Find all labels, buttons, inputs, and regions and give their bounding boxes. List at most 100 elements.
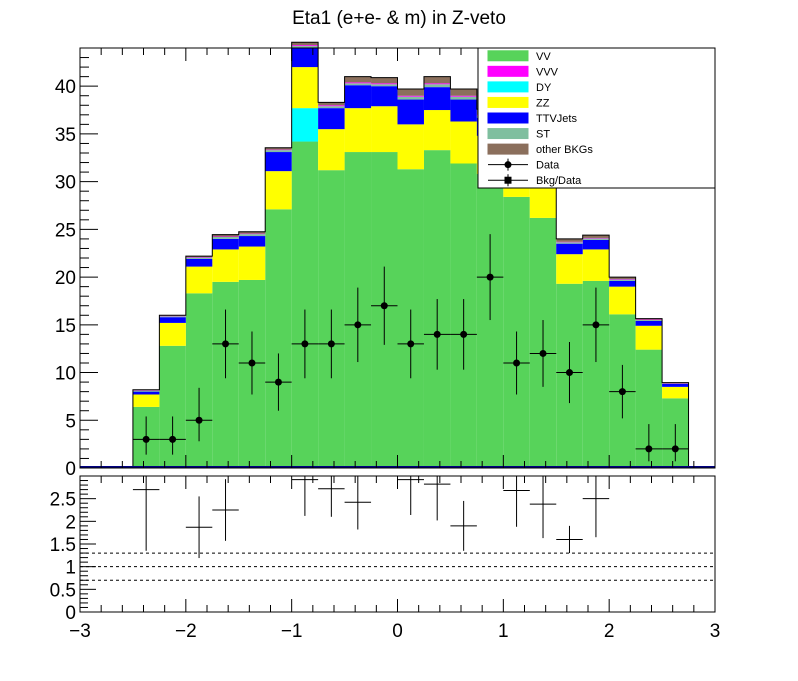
stack-bar-zz-bin-8 [292,67,318,108]
legend-label-vv: VV [536,51,551,63]
ratio-xtick-label: 3 [710,621,721,642]
legend-label-dy: DY [536,82,552,94]
stack-bar-ttvjets-bin-7 [265,152,291,171]
stack-bar-zz-bin-10 [345,108,371,152]
stack-bar-ttvjets-bin-19 [583,240,609,250]
main-ytick-label: 30 [55,173,76,194]
data-point-11 [434,331,441,338]
legend-swatch-dy [488,82,528,92]
stack-bar-st-bin-21 [636,320,662,321]
stack-bar-ttvjets-bin-22 [662,384,688,387]
stack-bar-st-bin-3 [159,316,185,317]
data-point-16 [566,369,573,376]
stack-bar-ttvjets-bin-21 [636,321,662,326]
main-ytick-label: 10 [55,364,76,385]
stack-bar-other-bkgs-bin-13 [424,77,450,84]
stack-bar-zz-bin-5 [212,249,238,281]
main-ytick-label: 35 [55,125,76,146]
data-point-20 [672,445,679,452]
stack-bar-zz-bin-20 [609,287,635,315]
stack-bar-vvv-bin-8 [292,45,318,46]
stack-bar-zz-bin-6 [239,247,265,280]
ratio-ytick-label: 1.5 [50,535,76,556]
legend-marker-bkg-data [505,177,512,184]
main-ytick-label: 40 [55,77,76,98]
ratio-xtick-label: 0 [392,621,403,642]
stack-bar-ttvjets-bin-20 [609,281,635,287]
stack-bar-other-bkgs-bin-14 [450,89,476,96]
data-point-8 [354,321,361,328]
ratio-reference-lines [80,553,715,580]
data-point-7 [328,340,335,347]
stack-bar-other-bkgs-bin-11 [371,78,397,84]
stack-bar-vvv-bin-11 [371,83,397,84]
data-point-18 [619,388,626,395]
data-point-1 [169,436,176,443]
stack-bar-st-bin-11 [371,84,397,86]
stack-bar-ttvjets-bin-5 [212,239,238,250]
stack-bar-zz-bin-12 [398,124,424,169]
legend-label-data: Data [536,160,560,172]
data-point-13 [487,274,494,281]
stack-bar-ttvjets-bin-11 [371,86,397,106]
stack-bar-st-bin-18 [556,242,582,243]
legend-label-st: ST [536,129,550,141]
stack-bar-ttvjets-bin-18 [556,244,582,255]
data-point-6 [301,340,308,347]
stack-bar-st-bin-7 [265,150,291,152]
chart-title: Eta1 (e+e- & m) in Z-veto [292,8,506,29]
ratio-points-layer [133,476,609,558]
stack-bar-st-bin-10 [345,83,371,85]
data-point-14 [513,360,520,367]
stack-bar-zz-bin-22 [662,387,688,398]
stack-bar-vvv-bin-13 [424,83,450,84]
stack-bar-ttvjets-bin-13 [424,87,450,110]
ratio-ytick-label: 2.5 [50,490,76,511]
legend-label-zz: ZZ [536,97,550,109]
stack-bar-zz-bin-18 [556,254,582,284]
legend-swatch-vv [488,51,528,61]
ratio-ytick-label: 0.5 [50,580,76,601]
stack-bar-ttvjets-bin-10 [345,85,371,108]
stack-bar-vvv-bin-9 [318,105,344,106]
stack-bar-zz-bin-7 [265,171,291,209]
main-ytick-label: 20 [55,268,76,289]
stack-bar-vv-bin-4 [186,293,212,468]
stack-bar-zz-bin-17 [530,186,556,218]
stack-bar-ttvjets-bin-12 [398,100,424,125]
stack-bar-ttvjets-bin-4 [186,259,212,267]
data-point-10 [407,340,414,347]
legend-label-bkg-data: Bkg/Data [536,175,582,187]
ratio-xtick-label: 2 [604,621,615,642]
stack-bar-vvv-bin-12 [398,96,424,97]
legend-swatch-other-bkgs [488,144,528,154]
stack-bar-other-bkgs-bin-12 [398,89,424,96]
stack-bar-zz-bin-21 [636,326,662,350]
stack-bar-vvv-bin-10 [345,82,371,83]
data-point-2 [196,417,203,424]
data-point-12 [460,331,467,338]
stack-bar-st-bin-12 [398,97,424,100]
stack-bar-zz-bin-13 [424,110,450,150]
ratio-xtick-label: −2 [175,621,197,642]
main-ytick-label: 15 [55,316,76,337]
stack-bar-zz-bin-4 [186,267,212,294]
stack-bar-ttvjets-bin-2 [133,392,159,395]
stack-bar-dy-bin-8 [292,108,318,141]
stack-bar-vv-bin-8 [292,142,318,468]
ratio-xtick-label: −1 [281,621,303,642]
ratio-ytick-label: 1 [65,558,76,579]
main-ytick-label: 25 [55,220,76,241]
stack-bar-zz-bin-9 [318,129,344,170]
data-point-0 [143,436,150,443]
data-point-3 [222,340,229,347]
stack-bar-st-bin-5 [212,237,238,239]
stack-bar-zz-bin-2 [133,395,159,407]
legend-label-ttvjets: TTVJets [536,113,577,125]
ratio-frame-border [80,476,715,612]
stack-bar-ttvjets-bin-6 [239,236,265,247]
ratio-xtick-label: −3 [69,621,91,642]
data-point-17 [592,321,599,328]
